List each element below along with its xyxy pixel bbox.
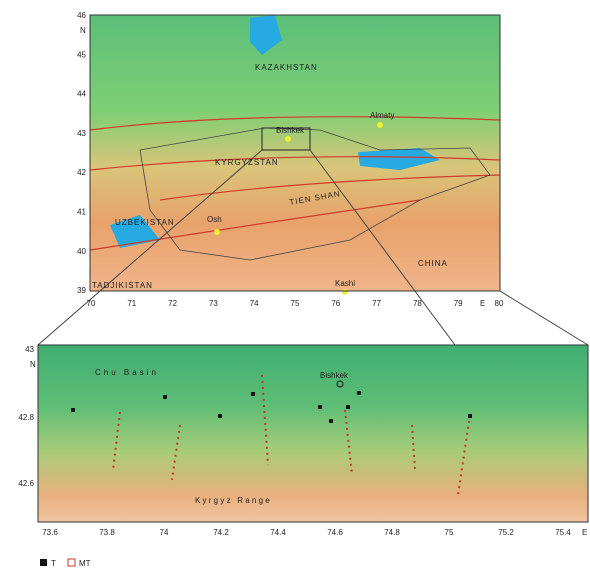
lat-label: 41 — [77, 208, 86, 217]
lat-label: 42 — [77, 168, 86, 177]
legend-swatch — [40, 559, 47, 566]
region-label: CHINA — [418, 259, 448, 268]
lon-label: 70 — [87, 299, 96, 308]
city-label: Almaty — [370, 111, 394, 120]
city-label: Osh — [207, 215, 222, 224]
lon-label: 78 — [413, 299, 422, 308]
north-label: N — [80, 26, 86, 35]
legend-swatch — [68, 559, 75, 566]
city-label: Bishkek — [320, 371, 349, 380]
region-label: KAZAKHSTAN — [255, 63, 318, 72]
lon-label: 74.4 — [270, 528, 286, 537]
legend-label: MT — [79, 559, 91, 568]
region-label: UZBEKISTAN — [115, 218, 175, 227]
lon-label: 75.2 — [498, 528, 514, 537]
lon-label: 79 — [454, 299, 463, 308]
lat-label: 39 — [77, 286, 86, 295]
city-label: Kashi — [335, 279, 355, 288]
lon-label: 71 — [127, 299, 136, 308]
lat-label: 46 — [77, 11, 86, 20]
lon-label: 75 — [291, 299, 300, 308]
overview-map — [90, 15, 500, 295]
lat-label: 43 — [25, 345, 34, 354]
lon-label: 74.2 — [213, 528, 229, 537]
lon-label: 74 — [250, 299, 259, 308]
legend-label: T — [51, 559, 56, 568]
lon-label: 77 — [372, 299, 381, 308]
lon-label: 72 — [168, 299, 177, 308]
city-label: Bishkek — [276, 126, 305, 135]
lat-label: 42.6 — [18, 479, 34, 488]
region-label: TADJIKISTAN — [92, 281, 153, 290]
city-dot — [285, 136, 291, 142]
lon-label: 73.8 — [99, 528, 115, 537]
lat-label: 45 — [77, 50, 86, 59]
city-dot — [214, 229, 220, 235]
east-label: E — [480, 299, 485, 308]
basin-label: Chu Basin — [95, 368, 159, 377]
lon-label: 75 — [445, 528, 454, 537]
lat-label: 40 — [77, 247, 86, 256]
range-label: K y r g y z R a n g e — [195, 496, 270, 505]
lon-label: 73 — [209, 299, 218, 308]
region-label: KYRGYZSTAN — [215, 158, 279, 167]
lat-label: 43 — [77, 129, 86, 138]
lat-label: 42.8 — [18, 413, 34, 422]
terrain — [90, 15, 500, 291]
lat-label: 44 — [77, 90, 86, 99]
city-dot — [377, 122, 383, 128]
east-label: E — [582, 528, 587, 537]
lon-label: 74.8 — [384, 528, 400, 537]
city-dot — [342, 289, 348, 295]
lon-label: 80 — [495, 299, 504, 308]
lon-label: 74.6 — [327, 528, 343, 537]
figure: 46 45 44 43 42 41 40 39 N 70 71 72 73 74 75 76 77 78 79 80 E… — [0, 0, 590, 572]
lon-label: 74 — [160, 528, 169, 537]
lon-label: 73.6 — [42, 528, 58, 537]
lon-label: 75.4 — [555, 528, 571, 537]
north-label: N — [30, 360, 36, 369]
legend — [40, 559, 75, 566]
lon-label: 76 — [331, 299, 340, 308]
